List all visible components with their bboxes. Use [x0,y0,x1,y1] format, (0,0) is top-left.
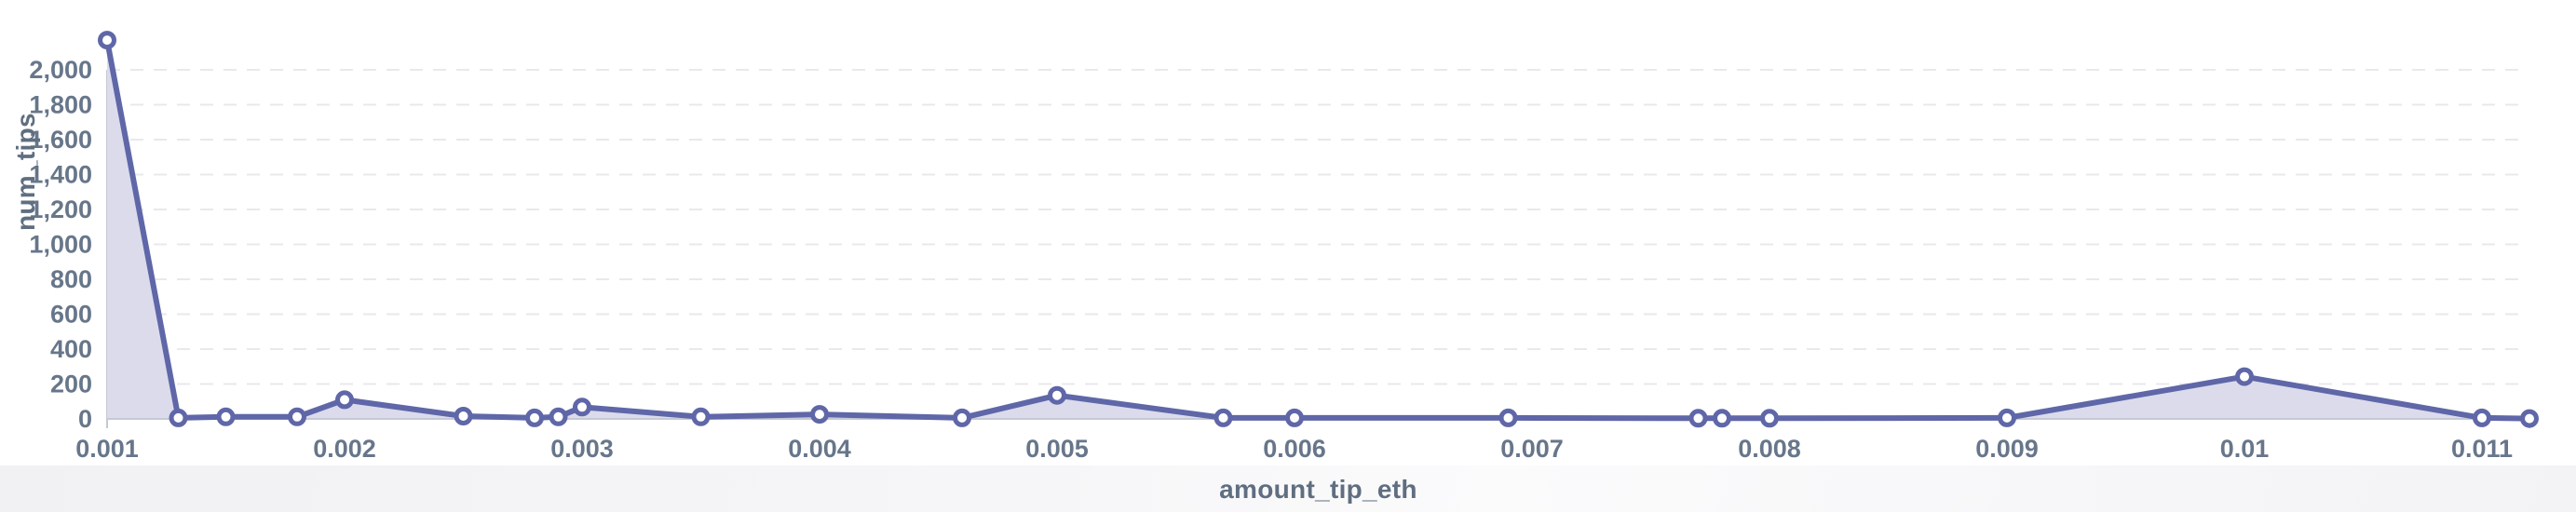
data-point-marker[interactable] [2235,367,2254,386]
card-bottom-band [0,465,2576,512]
y-tick-label: 200 [50,371,92,398]
data-point-marker[interactable] [573,397,591,417]
x-tick-label: 0.011 [2451,435,2513,463]
data-point-marker[interactable] [1048,385,1066,405]
x-tick-label: 0.005 [1025,435,1089,463]
series-line [104,37,2532,422]
x-tick-label: 0.001 [75,435,139,463]
data-point-marker[interactable] [216,407,236,426]
data-point-marker[interactable] [1285,408,1304,427]
x-axis-title: amount_tip_eth [1219,475,1417,504]
y-tick-label: 1,400 [29,161,92,189]
data-point-marker[interactable] [953,408,971,427]
y-tick-label: 800 [50,265,92,293]
x-tick-label: 0.002 [313,435,376,463]
data-point-marker[interactable] [1213,408,1233,427]
data-point-marker[interactable] [810,405,829,424]
x-tick-label: 0.009 [1975,435,2039,463]
data-point-marker[interactable] [691,407,711,426]
data-point-marker[interactable] [549,407,568,426]
data-point-marker[interactable] [454,407,473,425]
x-tick-label: 0.007 [1500,435,1564,463]
data-point-marker[interactable] [169,408,188,427]
y-tick-label: 2,000 [29,56,92,84]
y-tick-label: 1,800 [29,91,92,119]
y-tick-label: 1,000 [29,231,92,259]
data-point-marker[interactable] [2520,409,2539,428]
data-point-marker[interactable] [98,31,116,50]
y-tick-label: 0 [78,405,92,433]
data-point-marker[interactable] [525,408,544,427]
x-tick-label: 0.004 [788,435,851,463]
data-point-marker[interactable] [1760,409,1779,428]
y-tick-label: 600 [50,301,92,329]
data-point-marker[interactable] [2473,408,2491,427]
x-tick-label: 0.008 [1738,435,1801,463]
data-point-marker[interactable] [1998,408,2016,427]
data-point-marker[interactable] [288,407,306,426]
x-tick-label: 0.003 [550,435,614,463]
data-point-marker[interactable] [1498,408,1518,427]
area-fill [107,40,2529,419]
y-tick-label: 1,200 [29,195,92,223]
x-tick-label: 0.01 [2220,435,2270,463]
x-tick-label: 0.006 [1263,435,1326,463]
y-tick-label: 1,600 [29,126,92,154]
data-point-marker[interactable] [335,390,354,410]
data-point-marker[interactable] [1688,409,1708,428]
y-tick-label: 400 [50,335,92,363]
data-point-marker[interactable] [1713,409,1731,428]
